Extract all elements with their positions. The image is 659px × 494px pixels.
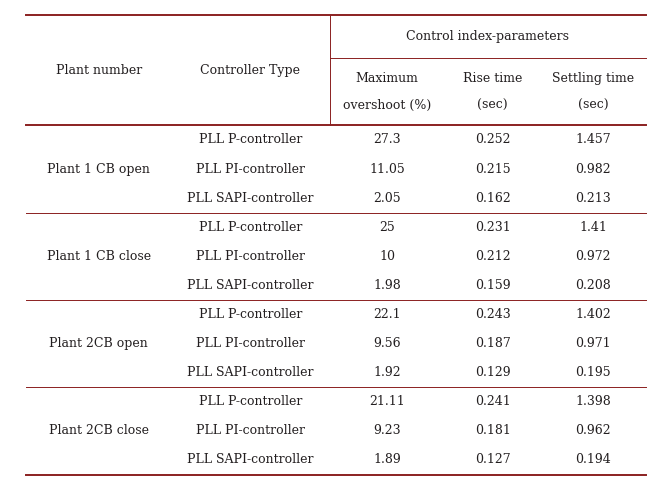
Text: 0.243: 0.243 [474, 308, 511, 321]
Text: 0.241: 0.241 [474, 395, 511, 408]
Text: 0.971: 0.971 [575, 337, 611, 350]
Text: 0.162: 0.162 [474, 192, 511, 205]
Text: 1.92: 1.92 [374, 366, 401, 379]
Text: PLL P-controller: PLL P-controller [199, 221, 302, 234]
Text: 1.398: 1.398 [575, 395, 611, 408]
Text: Plant 2CB close: Plant 2CB close [49, 424, 149, 437]
Text: 1.89: 1.89 [373, 453, 401, 466]
Text: 0.208: 0.208 [575, 279, 611, 292]
Text: 9.56: 9.56 [374, 337, 401, 350]
Text: 0.213: 0.213 [575, 192, 611, 205]
Text: (sec): (sec) [578, 98, 608, 112]
Text: PLL SAPI-controller: PLL SAPI-controller [187, 192, 314, 205]
Text: Plant 1 CB close: Plant 1 CB close [47, 250, 151, 263]
Text: 11.05: 11.05 [369, 163, 405, 175]
Text: 0.127: 0.127 [474, 453, 511, 466]
Text: PLL SAPI-controller: PLL SAPI-controller [187, 366, 314, 379]
Text: 0.212: 0.212 [474, 250, 511, 263]
Text: Settling time: Settling time [552, 72, 634, 85]
Text: 0.252: 0.252 [475, 133, 510, 146]
Text: (sec): (sec) [477, 98, 508, 112]
Text: 0.129: 0.129 [474, 366, 511, 379]
Text: Maximum: Maximum [356, 72, 418, 85]
Text: Plant 2CB open: Plant 2CB open [49, 337, 148, 350]
Text: Rise time: Rise time [463, 72, 523, 85]
Text: Plant number: Plant number [56, 64, 142, 77]
Text: 0.195: 0.195 [575, 366, 611, 379]
Text: 0.215: 0.215 [474, 163, 511, 175]
Text: PLL PI-controller: PLL PI-controller [196, 250, 305, 263]
Text: 1.457: 1.457 [575, 133, 611, 146]
Text: PLL P-controller: PLL P-controller [199, 133, 302, 146]
Text: 9.23: 9.23 [374, 424, 401, 437]
Text: 0.159: 0.159 [474, 279, 511, 292]
Text: Control index-parameters: Control index-parameters [406, 30, 569, 43]
Text: 22.1: 22.1 [374, 308, 401, 321]
Text: PLL SAPI-controller: PLL SAPI-controller [187, 279, 314, 292]
Text: PLL PI-controller: PLL PI-controller [196, 337, 305, 350]
Text: 1.98: 1.98 [373, 279, 401, 292]
Text: 0.181: 0.181 [474, 424, 511, 437]
Text: PLL PI-controller: PLL PI-controller [196, 163, 305, 175]
Text: 0.982: 0.982 [575, 163, 611, 175]
Text: 2.05: 2.05 [374, 192, 401, 205]
Text: 25: 25 [380, 221, 395, 234]
Text: 0.194: 0.194 [575, 453, 611, 466]
Text: 21.11: 21.11 [369, 395, 405, 408]
Text: 27.3: 27.3 [374, 133, 401, 146]
Text: 0.187: 0.187 [474, 337, 511, 350]
Text: 10: 10 [379, 250, 395, 263]
Text: Controller Type: Controller Type [200, 64, 301, 77]
Text: 0.962: 0.962 [575, 424, 611, 437]
Text: PLL SAPI-controller: PLL SAPI-controller [187, 453, 314, 466]
Text: 1.402: 1.402 [575, 308, 611, 321]
Text: PLL P-controller: PLL P-controller [199, 395, 302, 408]
Text: Plant 1 CB open: Plant 1 CB open [47, 163, 150, 175]
Text: PLL P-controller: PLL P-controller [199, 308, 302, 321]
Text: overshoot (%): overshoot (%) [343, 98, 431, 112]
Text: 1.41: 1.41 [579, 221, 607, 234]
Text: 0.972: 0.972 [575, 250, 611, 263]
Text: 0.231: 0.231 [474, 221, 511, 234]
Text: PLL PI-controller: PLL PI-controller [196, 424, 305, 437]
